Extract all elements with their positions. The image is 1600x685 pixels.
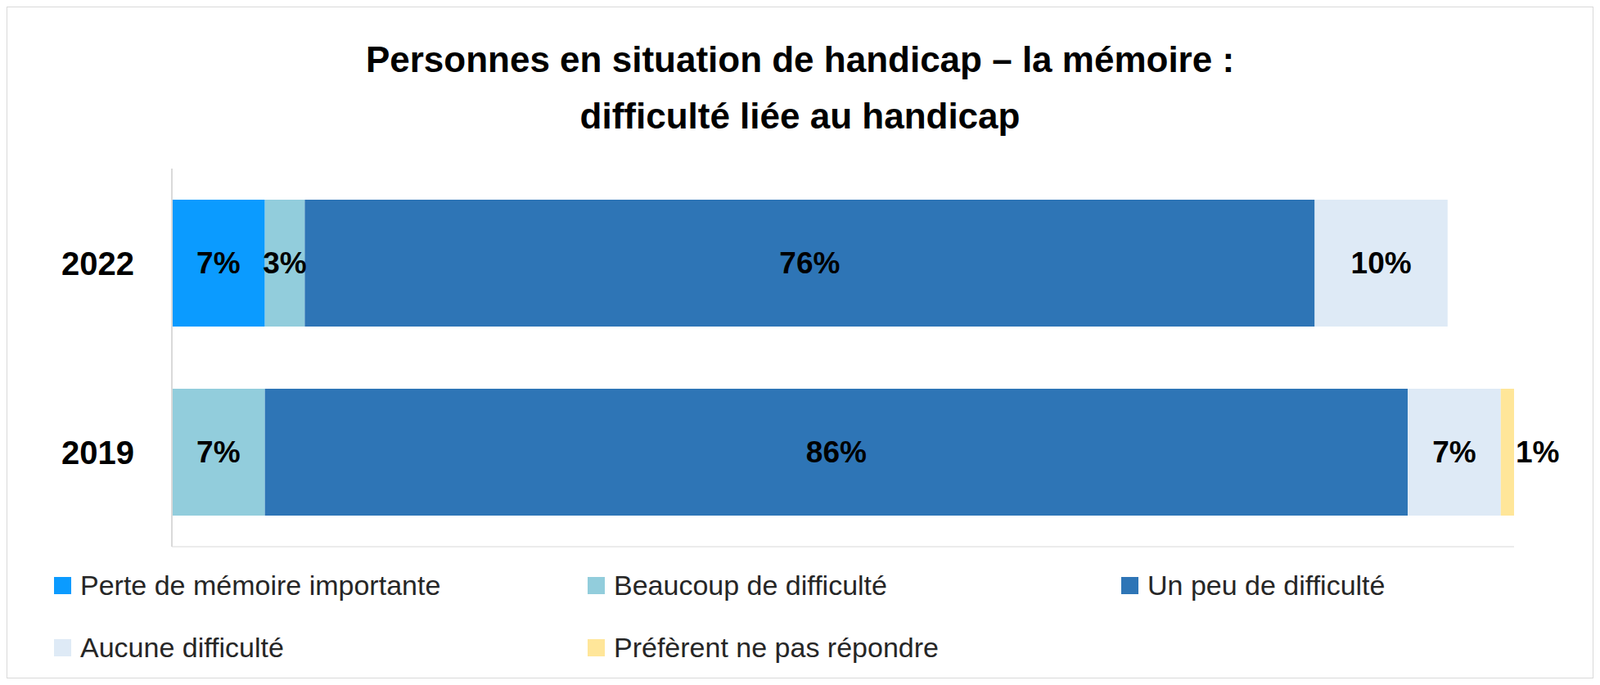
svg-text:7%: 7% <box>196 435 240 469</box>
svg-text:10%: 10% <box>1351 246 1412 280</box>
html-text:Perte de mémoire importante: Perte de mémoire importante <box>80 569 441 601</box>
html-text:Un peu de difficulté: Un peu de difficulté <box>1147 569 1386 601</box>
html-text:Préfèrent ne pas répondre: Préfèrent ne pas répondre <box>613 631 939 663</box>
svg-text:76%: 76% <box>779 246 840 280</box>
svg-text:7%: 7% <box>1432 435 1476 469</box>
html-text:Personnes en situation de hand: Personnes en situation de handicap – la … <box>365 39 1235 136</box>
svg-text:1%: 1% <box>1515 435 1560 469</box>
html-text:Aucune difficulté: Aucune difficulté <box>80 631 284 663</box>
html-text:Beaucoup de difficulté: Beaucoup de difficulté <box>613 569 888 601</box>
svg-text:7%: 7% <box>196 246 240 280</box>
svg-text:2019: 2019 <box>61 434 135 471</box>
svg-text:86%: 86% <box>806 435 867 469</box>
svg-text:3%: 3% <box>262 246 307 280</box>
svg-text:2022: 2022 <box>61 245 135 282</box>
